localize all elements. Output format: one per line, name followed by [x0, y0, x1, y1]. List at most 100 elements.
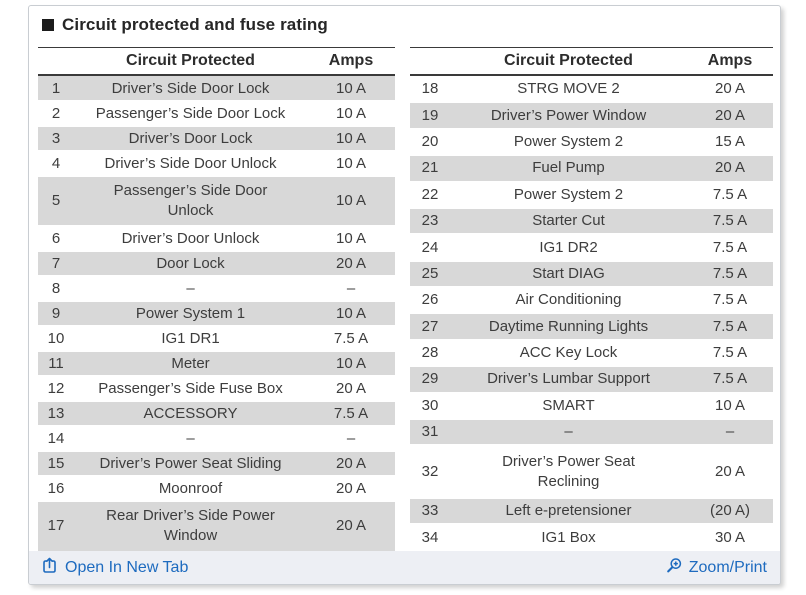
table-row: 10 IG1 DR1 7.5 A	[38, 326, 395, 351]
table-row: 7 Door Lock 20 A	[38, 251, 395, 276]
header-spacer	[410, 47, 450, 76]
table-row: 15 Driver’s Power Seat Sliding 20 A	[38, 451, 395, 476]
fuse-number: 24	[421, 238, 439, 256]
table-row: 23 Starter Cut 7.5 A	[410, 207, 773, 235]
fuse-number: 28	[421, 344, 439, 361]
fuse-amps: 15 A	[714, 133, 746, 150]
fuse-circuit: Driver’s Power Window	[490, 106, 647, 124]
fuse-circuit: Driver’s Lumbar Support	[487, 370, 650, 388]
fuse-circuit: Moonroof	[158, 479, 223, 497]
fuse-number: 18	[421, 80, 439, 98]
fuse-circuit: IG1 Box	[541, 528, 596, 546]
fuse-amps: 20 A	[335, 517, 367, 534]
fuse-circuit: Daytime Running Lights	[488, 317, 649, 335]
fuse-number: 19	[421, 106, 439, 124]
fuse-number: 26	[421, 291, 439, 309]
fuse-number: 7	[51, 254, 61, 272]
table-row: 31 – –	[410, 418, 773, 446]
fuse-amps: 10 A	[335, 154, 367, 172]
fuse-amps: 7.5 A	[712, 264, 748, 282]
fuse-circuit: ACCESSORY	[143, 404, 238, 422]
zoom-magnifier-icon	[666, 557, 683, 579]
fuse-amps: 7.5 A	[712, 212, 748, 230]
fuse-number: 2	[51, 104, 61, 122]
fuse-circuit: IG1 DR1	[161, 329, 220, 347]
fuse-circuit: Driver’s Side Door Unlock	[104, 154, 277, 172]
fuse-amps: 20 A	[335, 254, 367, 272]
fuse-amps: –	[346, 279, 356, 297]
fuse-circuit: Starter Cut	[532, 212, 605, 230]
open-in-new-tab-icon	[42, 557, 59, 579]
fuse-circuit: Driver’s Door Lock	[128, 129, 253, 147]
fuse-circuit: IG1 DR2	[539, 238, 598, 256]
table-header-row: Circuit Protected Amps	[38, 47, 395, 76]
fuse-number: 17	[47, 517, 65, 534]
fuse-circuit: Passenger’s Side Door Lock	[95, 104, 286, 122]
table-row: 20 Power System 2 15 A	[410, 129, 773, 155]
fuse-circuit: Left e-pretensioner	[505, 502, 632, 520]
table-row: 25 Start DIAG 7.5 A	[410, 260, 773, 288]
fuse-circuit: Driver’s Power Seat Reclining	[502, 452, 635, 490]
fuse-amps: 30 A	[714, 528, 746, 546]
fuse-amps: 7.5 A	[712, 238, 748, 256]
fuse-circuit: Start DIAG	[532, 264, 605, 282]
fuse-circuit: STRG MOVE 2	[517, 80, 620, 98]
header-amps: Amps	[307, 47, 395, 76]
zoom-print-link[interactable]: Zoom/Print	[666, 557, 767, 579]
fuse-circuit: Rear Driver’s Side Power Window	[106, 507, 275, 544]
header-amps: Amps	[687, 47, 773, 76]
fuse-amps: 7.5 A	[712, 370, 748, 388]
fuse-number: 27	[421, 317, 439, 335]
fuse-circuit: Passenger’s Side Fuse Box	[98, 379, 283, 397]
square-bullet-icon	[42, 19, 54, 31]
table-row: 34 IG1 Box 30 A	[410, 524, 773, 552]
fuse-amps: (20 A)	[709, 502, 751, 520]
table-row: 27 Daytime Running Lights 7.5 A	[410, 313, 773, 340]
header-circuit-protected: Circuit Protected	[74, 47, 307, 76]
fuse-circuit: –	[564, 423, 573, 441]
fuse-number: 21	[421, 159, 439, 177]
fuse-amps: 10 A	[335, 229, 367, 247]
table-row: 14 – –	[38, 426, 395, 451]
zoom-print-label: Zoom/Print	[688, 558, 767, 576]
fuse-number: 30	[421, 396, 439, 414]
table-row: 9 Power System 1 10 A	[38, 301, 395, 326]
fuse-number: 8	[51, 279, 61, 297]
fuse-rating-panel: Circuit protected and fuse rating Circui…	[28, 5, 781, 585]
fuse-circuit: Power System 2	[513, 133, 624, 150]
fuse-number: 4	[51, 154, 61, 172]
fuse-amps: 10 A	[335, 192, 367, 209]
fuse-number: 16	[47, 479, 65, 497]
table-row: 5 Passenger’s Side Door Unlock 10 A	[38, 176, 395, 226]
fuse-amps: 20 A	[714, 80, 746, 98]
open-in-new-tab-link[interactable]: Open In New Tab	[42, 557, 188, 579]
tables-container: Circuit Protected Amps 1 Driver’s Side Do…	[29, 47, 780, 553]
table-row: 18 STRG MOVE 2 20 A	[410, 75, 773, 102]
fuse-circuit: Passenger’s Side Door Unlock	[113, 182, 268, 219]
fuse-number: 9	[51, 304, 61, 322]
fuse-amps: 10 A	[335, 354, 367, 372]
fuse-circuit: ACC Key Lock	[519, 344, 618, 361]
table-row: 17 Rear Driver’s Side Power Window 20 A	[38, 501, 395, 552]
table-row: 2 Passenger’s Side Door Lock 10 A	[38, 101, 395, 126]
table-row: 16 Moonroof 20 A	[38, 476, 395, 501]
fuse-circuit: –	[186, 279, 195, 297]
fuse-number: 1	[51, 79, 61, 97]
fuse-circuit: Fuel Pump	[532, 159, 605, 177]
fuse-amps: 7.5 A	[712, 291, 748, 309]
fuse-amps: 20 A	[714, 462, 746, 480]
fuse-amps: 7.5 A	[712, 317, 748, 335]
table-row: 6 Driver’s Door Unlock 10 A	[38, 226, 395, 251]
table-row: 3 Driver’s Door Lock 10 A	[38, 126, 395, 151]
fuse-number: 6	[51, 229, 61, 247]
fuse-amps: 7.5 A	[333, 329, 369, 347]
fuse-circuit: Driver’s Side Door Lock	[111, 79, 270, 97]
fuse-amps: –	[725, 423, 735, 441]
fuse-number: 10	[47, 329, 65, 347]
fuse-circuit: Driver’s Power Seat Sliding	[99, 454, 282, 472]
fuse-circuit: Driver’s Door Unlock	[121, 229, 260, 247]
fuse-number: 3	[51, 129, 61, 147]
fuse-number: 22	[421, 185, 439, 203]
table-row: 1 Driver’s Side Door Lock 10 A	[38, 75, 395, 101]
table-row: 12 Passenger’s Side Fuse Box 20 A	[38, 376, 395, 401]
